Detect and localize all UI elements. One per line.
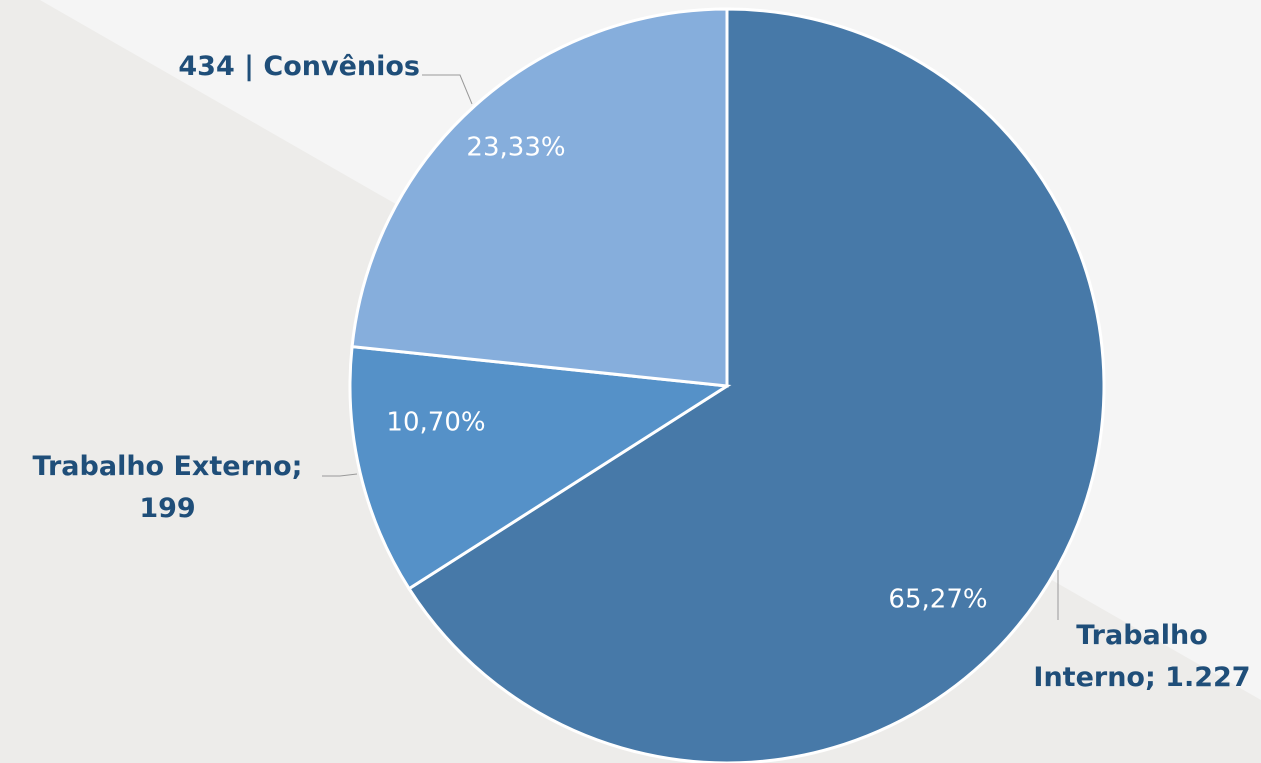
percent-label: 10,70% bbox=[386, 408, 485, 438]
leader-line bbox=[422, 74, 473, 105]
slice-label: 434 | Convênios bbox=[178, 51, 420, 82]
leader-line bbox=[322, 473, 358, 477]
percent-label: 23,33% bbox=[466, 133, 565, 163]
pie-slice bbox=[348, 344, 732, 591]
pie-slice bbox=[350, 7, 729, 388]
percent-label: 65,27% bbox=[888, 585, 987, 615]
slice-label: Trabalho Interno; 1.227 bbox=[1033, 620, 1251, 693]
pie-slice bbox=[407, 7, 1106, 763]
slice-label: Trabalho Externo; 199 bbox=[32, 451, 303, 524]
